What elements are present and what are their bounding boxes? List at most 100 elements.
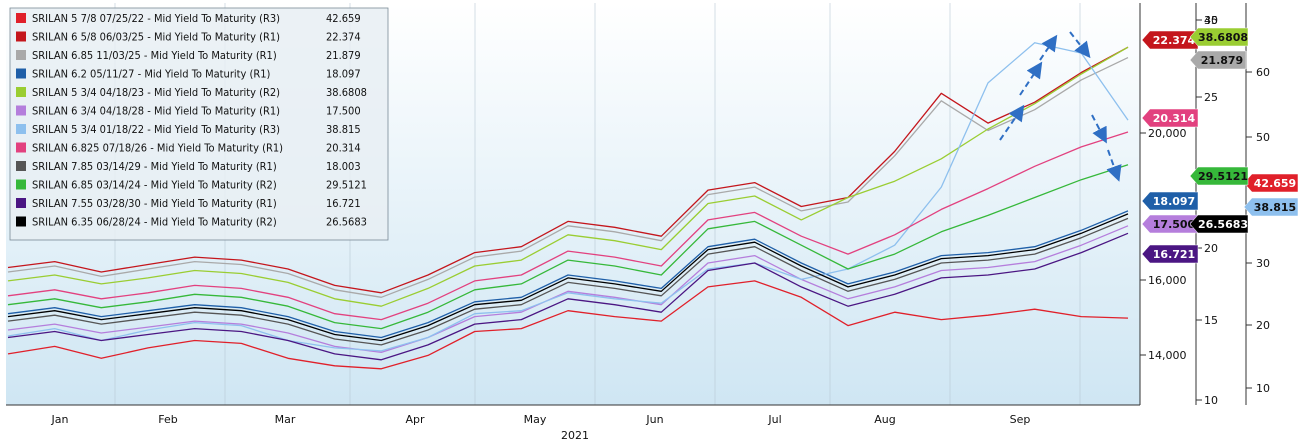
y-tick-label-a: 25 [1204,91,1218,104]
legend-value: 22.374 [326,31,361,44]
y-tick-label-c: 60 [1256,66,1270,79]
series-line-6 [7,42,1129,352]
y-tick-label-a: 35 [1204,14,1218,27]
legend-value: 18.097 [326,68,361,81]
legend-label: SRILAN 6 5/8 06/03/25 - Mid Yield To Mat… [32,31,280,44]
x-tick-label: Jun [645,413,663,426]
value-badge-label: 29.5121 [1198,170,1248,183]
value-badge [1189,50,1247,70]
legend-label: SRILAN 6.825 07/18/26 - Mid Yield To Mat… [32,142,283,155]
value-badge-label: 20.314 [1153,112,1196,125]
legend-swatch [16,31,26,42]
value-badge-label: 16.721 [1153,248,1195,261]
series-line-9 [7,164,1129,330]
series-line-3 [7,210,1129,339]
value-badges: 42.659 22.374 21.879 18.097 38.6808 17.500 38.… [1141,27,1299,264]
y-tick-label-a: 20 [1204,242,1218,255]
value-badge [1141,191,1199,211]
trend-arrow [1106,149,1122,182]
legend-value: 38.815 [326,123,361,136]
legend-label: SRILAN 6.35 06/28/24 - Mid Yield To Matu… [32,216,277,229]
series-line-10 [7,232,1129,361]
x-axis-label: 2021 [561,429,589,442]
legend-swatch [16,50,26,60]
legend-label: SRILAN 6 3/4 04/18/28 - Mid Yield To Mat… [32,105,280,118]
value-badge [1189,27,1249,47]
value-badge-label: 26.5683 [1198,218,1248,231]
legend-label: SRILAN 6.2 05/11/27 - Mid Yield To Matur… [32,68,271,81]
x-tick-label: Aug [874,413,895,426]
legend-swatch [16,142,26,153]
y-tick-label-b: 14,000 [1148,349,1187,362]
legend-value: 18.003 [326,160,361,173]
legend-value: 42.659 [326,12,361,25]
x-tick-label: Jul [767,413,781,426]
legend-value: 21.879 [326,49,361,62]
y-tick-label-a: 15 [1204,314,1218,327]
value-badge [1141,108,1199,128]
x-tick-label: Sep [1010,413,1031,426]
trend-arrow [1039,34,1058,61]
legend-swatch [16,13,26,23]
value-badge-label: 42.659 [1254,177,1296,190]
series-line-2 [7,57,1129,298]
value-badge [1243,197,1299,217]
legend-swatch [16,161,26,171]
y-tick-label-c: 20 [1256,319,1270,332]
series-line-1 [7,46,1129,294]
legend-label: SRILAN 5 7/8 07/25/22 - Mid Yield To Mat… [32,12,280,25]
legend-value: 17.500 [326,105,361,118]
y-tick-label-c: 30 [1256,257,1270,270]
legend-label: SRILAN 6.85 11/03/25 - Mid Yield To Matu… [32,49,277,62]
value-badge-label: 21.879 [1201,54,1243,67]
trend-arrow [1069,31,1091,59]
series-line-7 [7,131,1129,321]
value-badge [1189,214,1249,234]
value-badge-label: 38.815 [1254,201,1296,214]
legend-swatch [16,105,26,116]
legend-swatch [16,216,26,227]
y-tick-label-b: 16,000 [1148,274,1187,287]
legend-value: 20.314 [326,142,361,155]
value-badge [1243,173,1299,193]
y-tick-label-b: 20,000 [1148,127,1187,140]
value-badge [1189,166,1249,186]
series-line-0 [7,280,1129,370]
x-tick-label: Mar [275,413,296,426]
legend-swatch [16,87,26,97]
legend-swatch [16,179,26,190]
x-tick-label: Jan [51,413,69,426]
series-line-5 [7,225,1129,354]
x-axis: Jan Feb Mar Apr May Jun Jul Aug Sep 2021 [6,404,1140,442]
legend-box [9,7,389,241]
series-lines [7,42,1129,370]
value-badge-label: 18.097 [1153,195,1195,208]
series-line-8 [7,217,1129,346]
legend-swatch [16,198,26,208]
y-tick-label-a: 10 [1204,394,1218,407]
legend-swatch [16,124,26,134]
legend-value: 29.5121 [326,179,367,192]
trend-arrow [1091,114,1107,144]
legend-label: SRILAN 5 3/4 04/18/23 - Mid Yield To Mat… [32,86,280,99]
x-tick-label: Feb [158,413,177,426]
legend-label: SRILAN 5 3/4 01/18/22 - Mid Yield To Mat… [32,123,280,136]
trend-arrow [1019,61,1043,96]
value-badge-label: 17.500 [1153,218,1196,231]
x-tick-label: May [524,413,547,426]
legend: SRILAN 5 7/8 07/25/22 - Mid Yield To Mat… [9,7,389,241]
series-line-11 [7,213,1129,342]
y-tick-label-a: 40 [1204,14,1218,27]
value-badge [1141,244,1199,264]
legend-value: 16.721 [326,197,361,210]
x-tick-label: Apr [405,413,425,426]
legend-label: SRILAN 6.85 03/14/24 - Mid Yield To Matu… [32,179,277,192]
value-badge-label: 38.6808 [1198,31,1248,44]
value-badge-label: 22.374 [1153,34,1196,47]
legend-value: 38.6808 [326,86,367,99]
legend-label: SRILAN 7.55 03/28/30 - Mid Yield To Matu… [32,197,277,210]
series-line-4 [7,46,1129,307]
